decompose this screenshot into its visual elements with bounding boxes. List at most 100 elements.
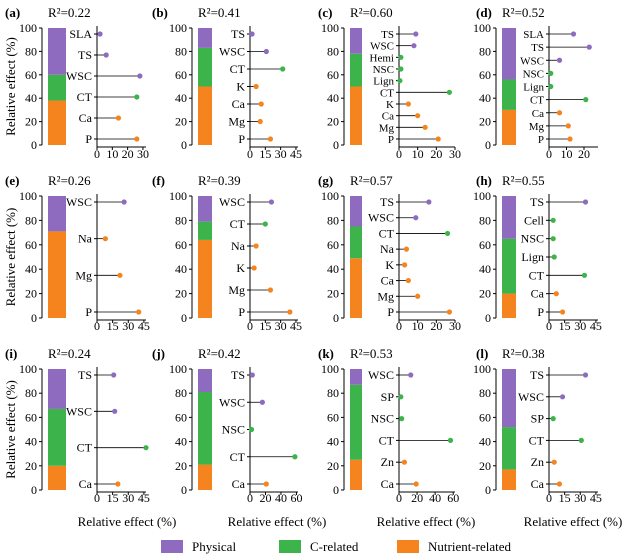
bar-y-tick-label: 20 (25, 459, 37, 473)
variable-label: TS (381, 29, 394, 41)
lollipop-dot (112, 408, 118, 414)
r-squared-label: R²=0.53 (350, 346, 393, 361)
variable-label: Ca (79, 477, 93, 491)
lollipop-dot (143, 445, 149, 451)
lollipop-dot (403, 246, 410, 252)
r-squared-label: R²=0.52 (502, 5, 545, 20)
lollipop-dot (405, 101, 411, 107)
variable-label: Zn (531, 455, 544, 469)
bar-y-tick-label: 100 (19, 362, 37, 376)
bar-y-tick-label: 40 (175, 435, 187, 449)
variable-label: CT (529, 268, 545, 282)
x-tick-label: 0 (94, 491, 100, 505)
panel: (f) R²=0.39 0 20 40 60 80 100 0 15 30 45 WSC CT Na K Mg P (152, 173, 302, 333)
bar-segment-c-related (198, 391, 212, 465)
x-axis-label: Relative effect (%) (78, 514, 177, 529)
variable-label: Na (380, 242, 395, 256)
variable-label: Ca (532, 108, 544, 120)
bar-y-tick-label: 40 (479, 91, 491, 105)
variable-label: SLA (523, 29, 544, 41)
lollipop-dot (550, 217, 556, 223)
lollipop-dot (583, 97, 589, 103)
lollipop-dot (103, 52, 109, 58)
lollipop-dot (556, 481, 563, 487)
bar-segment-nutrient-related (198, 239, 212, 318)
bar-y-tick-label: 20 (175, 115, 187, 129)
variable-label: P (538, 134, 544, 146)
variable-label: Mg (377, 289, 394, 303)
lollipop-dot (280, 66, 286, 72)
bar-y-tick-label: 40 (479, 262, 491, 276)
bar-y-tick-label: 80 (327, 213, 339, 227)
bar-segment-physical (198, 369, 212, 392)
legend-swatch (397, 540, 419, 553)
bar-y-tick-label: 80 (175, 44, 187, 58)
variable-label: P (387, 305, 394, 319)
variable-label: TS (78, 368, 92, 382)
variable-label: TS (231, 27, 245, 41)
bar-y-tick-label: 20 (479, 115, 491, 129)
x-tick-label: 15 (559, 319, 571, 333)
lollipop-dot (398, 394, 404, 400)
bar-y-tick-label: 60 (327, 68, 339, 82)
variable-label: WSC (370, 41, 394, 53)
lollipop-dot (117, 272, 123, 278)
lollipop-dot (258, 101, 264, 107)
variable-label: TS (530, 368, 544, 382)
bar-y-tick-label: 0 (333, 311, 339, 325)
lollipop-dot (413, 215, 419, 221)
variable-label: P (238, 132, 245, 146)
lollipop-dot (565, 123, 571, 129)
variable-label: Mg (529, 121, 545, 133)
bar-y-tick-label: 80 (25, 44, 37, 58)
y-axis-label: Relative effect (%) (3, 380, 18, 479)
bar-y-tick-label: 0 (181, 311, 187, 325)
bar-segment-c-related (350, 53, 362, 87)
panel: (e) R²=0.26 0 20 40 60 80 100 0 15 30 45 WSC Na Mg P (5, 173, 150, 333)
bar-segment-nutrient-related (198, 464, 212, 490)
lollipop-dot (582, 372, 589, 378)
lollipop-dot (262, 221, 268, 227)
y-axis-labels: Relative effect (%) Relative effect (%) Re… (3, 37, 18, 479)
bar-y-tick-label: 60 (25, 68, 37, 82)
lollipop-dot (102, 236, 108, 242)
lollipop-dot (426, 199, 432, 205)
panel-letter: (b) (152, 5, 168, 20)
lollipop-dot (556, 57, 563, 63)
lollipop-dot (134, 136, 140, 142)
variable-label: WSC (66, 195, 92, 209)
bar-segment-physical (48, 28, 66, 75)
bar-y-tick-label: 60 (327, 410, 339, 424)
variable-label: Ca (531, 287, 545, 301)
bar-y-tick-label: 60 (479, 410, 491, 424)
lollipop-dot (422, 124, 428, 130)
panel-letter: (l) (476, 346, 488, 361)
variable-label: SLA (69, 27, 92, 41)
bar-segment-c-related (502, 79, 516, 110)
x-tick-label: 30 (574, 319, 586, 333)
bar-segment-physical (350, 28, 362, 54)
y-axis-label: Relative effect (%) (3, 37, 18, 136)
x-tick-label: 30 (122, 319, 134, 333)
bar-y-tick-label: 80 (327, 386, 339, 400)
panel: (i) R²=0.24 0 20 40 60 80 100 0 15 30 45 TS WSC CT Ca (5, 346, 150, 505)
variable-label: CT (230, 450, 246, 464)
bar-y-tick-label: 0 (485, 138, 491, 152)
bar-segment-c-related (48, 74, 66, 101)
bar-segment-c-related (198, 47, 212, 87)
bar-y-tick-label: 60 (479, 238, 491, 252)
bar-segment-nutrient-related (48, 465, 66, 490)
y-axis-label: Relative effect (%) (3, 208, 18, 307)
bar-y-tick-label: 40 (25, 435, 37, 449)
lollipop-dot (259, 399, 265, 405)
variable-label: P (537, 305, 544, 319)
x-tick-label: 0 (396, 319, 402, 333)
x-tick-label: 20 (430, 319, 442, 333)
variable-label: Lign (523, 82, 544, 94)
lollipop-dot (251, 265, 257, 271)
x-tick-label: 60 (290, 491, 302, 505)
bar-segment-c-related (350, 384, 362, 460)
lollipop-dot (257, 118, 263, 125)
bar-segment-nutrient-related (350, 86, 362, 145)
